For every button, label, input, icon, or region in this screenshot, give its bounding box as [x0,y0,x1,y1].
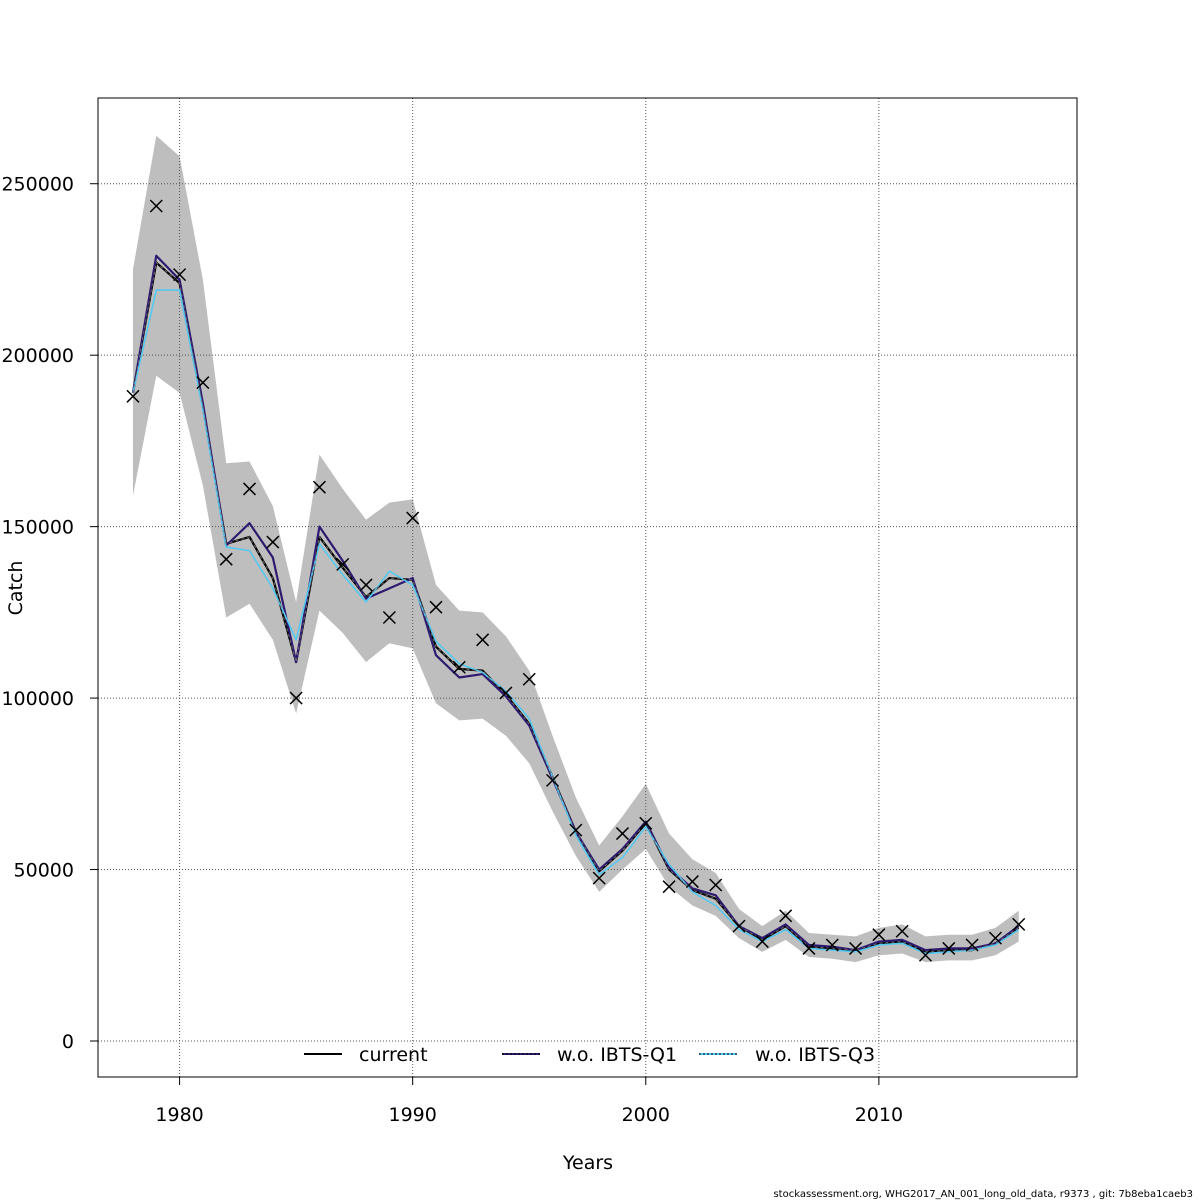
x-tick-label: 1980 [155,1104,203,1126]
x-tick-label: 1990 [388,1104,436,1126]
y-tick-label: 50000 [14,860,74,882]
y-tick-label: 150000 [1,517,74,539]
y-tick-label: 250000 [1,174,74,196]
axes: 1980 1990 2000 2010 0 50000 100000 150000 200000… [1,174,903,1126]
confidence-band-layer [132,135,1019,963]
observed-point [849,941,863,955]
x-tick-label: 2000 [622,1104,670,1126]
observed-point [452,660,466,674]
series-lines-layer [131,254,1020,955]
observed-point [918,948,933,962]
observed-point [639,816,653,830]
footer-note: stockassessment.org, WHG2017_AN_001_long… [773,1189,1193,1200]
y-axis-title: Catch [5,561,27,616]
observed-point [406,511,420,525]
observed-point [242,482,257,496]
x-axis-title: Years [562,1152,613,1174]
series-line-current-dash [132,261,1020,953]
y-tick-label: 0 [62,1031,74,1053]
observed-point [173,268,187,282]
observed-point [546,773,560,787]
observed-point [312,480,326,494]
observed-point [219,552,233,566]
observed-point [569,823,583,837]
observed-point [942,941,956,955]
confidence-band [132,135,1019,963]
observed-point [359,578,373,592]
observed-point [662,880,676,894]
observed-point [336,557,350,571]
observed-point [149,199,163,213]
observed-point [266,535,280,549]
grid-lines [98,98,1077,1077]
observed-markers-layer [126,199,1026,962]
observed-point [592,871,606,885]
observed-point [126,389,140,403]
observed-point [825,938,839,952]
observed-point [429,600,443,614]
y-tick-label: 100000 [1,688,74,710]
observed-point [802,941,816,955]
legend-label-q3: w.o. IBTS-Q3 [755,1044,875,1066]
observed-point [709,878,723,892]
observed-point [685,875,699,889]
observed-point [196,376,210,390]
observed-point [476,633,490,647]
y-tick-label: 200000 [1,345,74,367]
observed-point [872,928,886,942]
legend-label-q1: w.o. IBTS-Q1 [557,1044,677,1066]
observed-point [499,686,513,700]
observed-point [755,935,769,949]
observed-point [965,938,979,952]
observed-point [522,672,536,686]
x-tick-label: 2010 [855,1104,903,1126]
legend-label-current: current [359,1044,428,1066]
observed-point [779,909,793,923]
observed-point [732,919,746,933]
observed-point [988,931,1002,945]
observed-point [895,924,909,938]
observed-point [615,827,629,841]
observed-point [382,610,396,625]
observed-point [289,691,303,705]
plot-frame [97,97,1078,1078]
observed-point [1012,917,1026,931]
legend: current w.o. IBTS-Q1 w.o. IBTS-Q3 [304,1044,875,1066]
